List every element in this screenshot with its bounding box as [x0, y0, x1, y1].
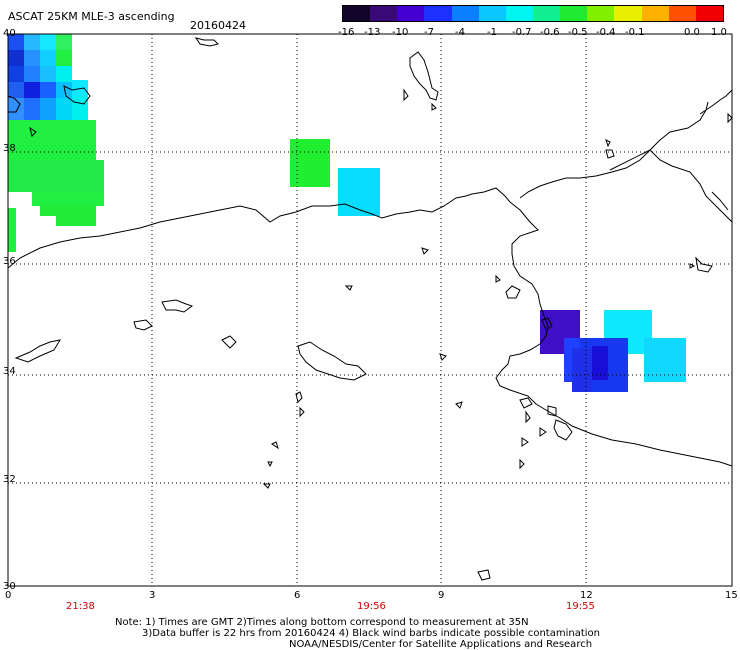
colorbar-bin-7: [505, 6, 533, 21]
y-tick-30: 30: [3, 581, 16, 592]
graticule: [8, 34, 732, 586]
colorbar-bin-9: [560, 6, 588, 21]
swath-west: [8, 34, 104, 252]
colorbar-bin-13: [668, 6, 696, 21]
x-tick-15: 15: [725, 590, 738, 601]
x-tick-9: 9: [438, 590, 445, 601]
colorbar-bin-6: [478, 6, 506, 21]
map-date: 20160424: [190, 19, 246, 32]
colorbar: [342, 5, 724, 22]
y-tick-32: 32: [3, 474, 16, 485]
colorbar-bin-10: [587, 6, 615, 21]
swath-east: [540, 310, 686, 392]
note-line-1: Note: 1) Times are GMT 2)Times along bot…: [115, 617, 529, 628]
colorbar-bin-3: [397, 6, 425, 21]
colorbar-label-11: -0.1: [625, 27, 645, 38]
y-tick-36: 36: [3, 256, 16, 267]
colorbar-bin-5: [451, 6, 479, 21]
colorbar-label-5: -4: [455, 27, 465, 38]
x-tick-6: 6: [294, 590, 301, 601]
map-frame: [7, 33, 733, 587]
colorbar-label-10: -0.4: [596, 27, 616, 38]
x-tick-0: 0: [5, 590, 12, 601]
note-line-3: NOAA/NESDIS/Center for Satellite Applica…: [289, 639, 593, 650]
y-tick-34: 34: [3, 366, 16, 377]
colorbar-label-8: -0.6: [540, 27, 560, 38]
colorbar-label-12: 0.0: [684, 27, 700, 38]
colorbar-bin-1: [343, 6, 371, 21]
x-tick-3: 3: [149, 590, 156, 601]
colorbar-bin-14: [695, 6, 723, 21]
colorbar-label-13: 1.0: [711, 27, 727, 38]
colorbar-label-4: -7: [424, 27, 434, 38]
overpass-time-3: 19:55: [566, 601, 595, 612]
colorbar-bin-12: [641, 6, 669, 21]
colorbar-bin-8: [532, 6, 561, 21]
swath-center: [290, 139, 380, 216]
colorbar-label-9: -0.5: [568, 27, 588, 38]
colorbar-label-2: -13: [364, 27, 381, 38]
y-tick-38: 38: [3, 143, 16, 154]
colorbar-bin-11: [614, 6, 642, 21]
map-title: ASCAT 25KM MLE-3 ascending: [8, 10, 175, 23]
colorbar-label-1: -16: [338, 27, 355, 38]
note-line-2: 3)Data buffer is 22 hrs from 20160424 4)…: [142, 628, 600, 639]
colorbar-bin-2: [370, 6, 398, 21]
colorbar-label-3: -10: [392, 27, 409, 38]
colorbar-bin-4: [424, 6, 452, 21]
x-tick-12: 12: [580, 590, 593, 601]
colorbar-label-6: -1: [487, 27, 497, 38]
y-tick-40: 40: [3, 28, 16, 39]
colorbar-label-7: -0.7: [512, 27, 532, 38]
overpass-time-1: 21:38: [66, 601, 95, 612]
overpass-time-2: 19:56: [357, 601, 386, 612]
coastlines: [7, 37, 733, 581]
